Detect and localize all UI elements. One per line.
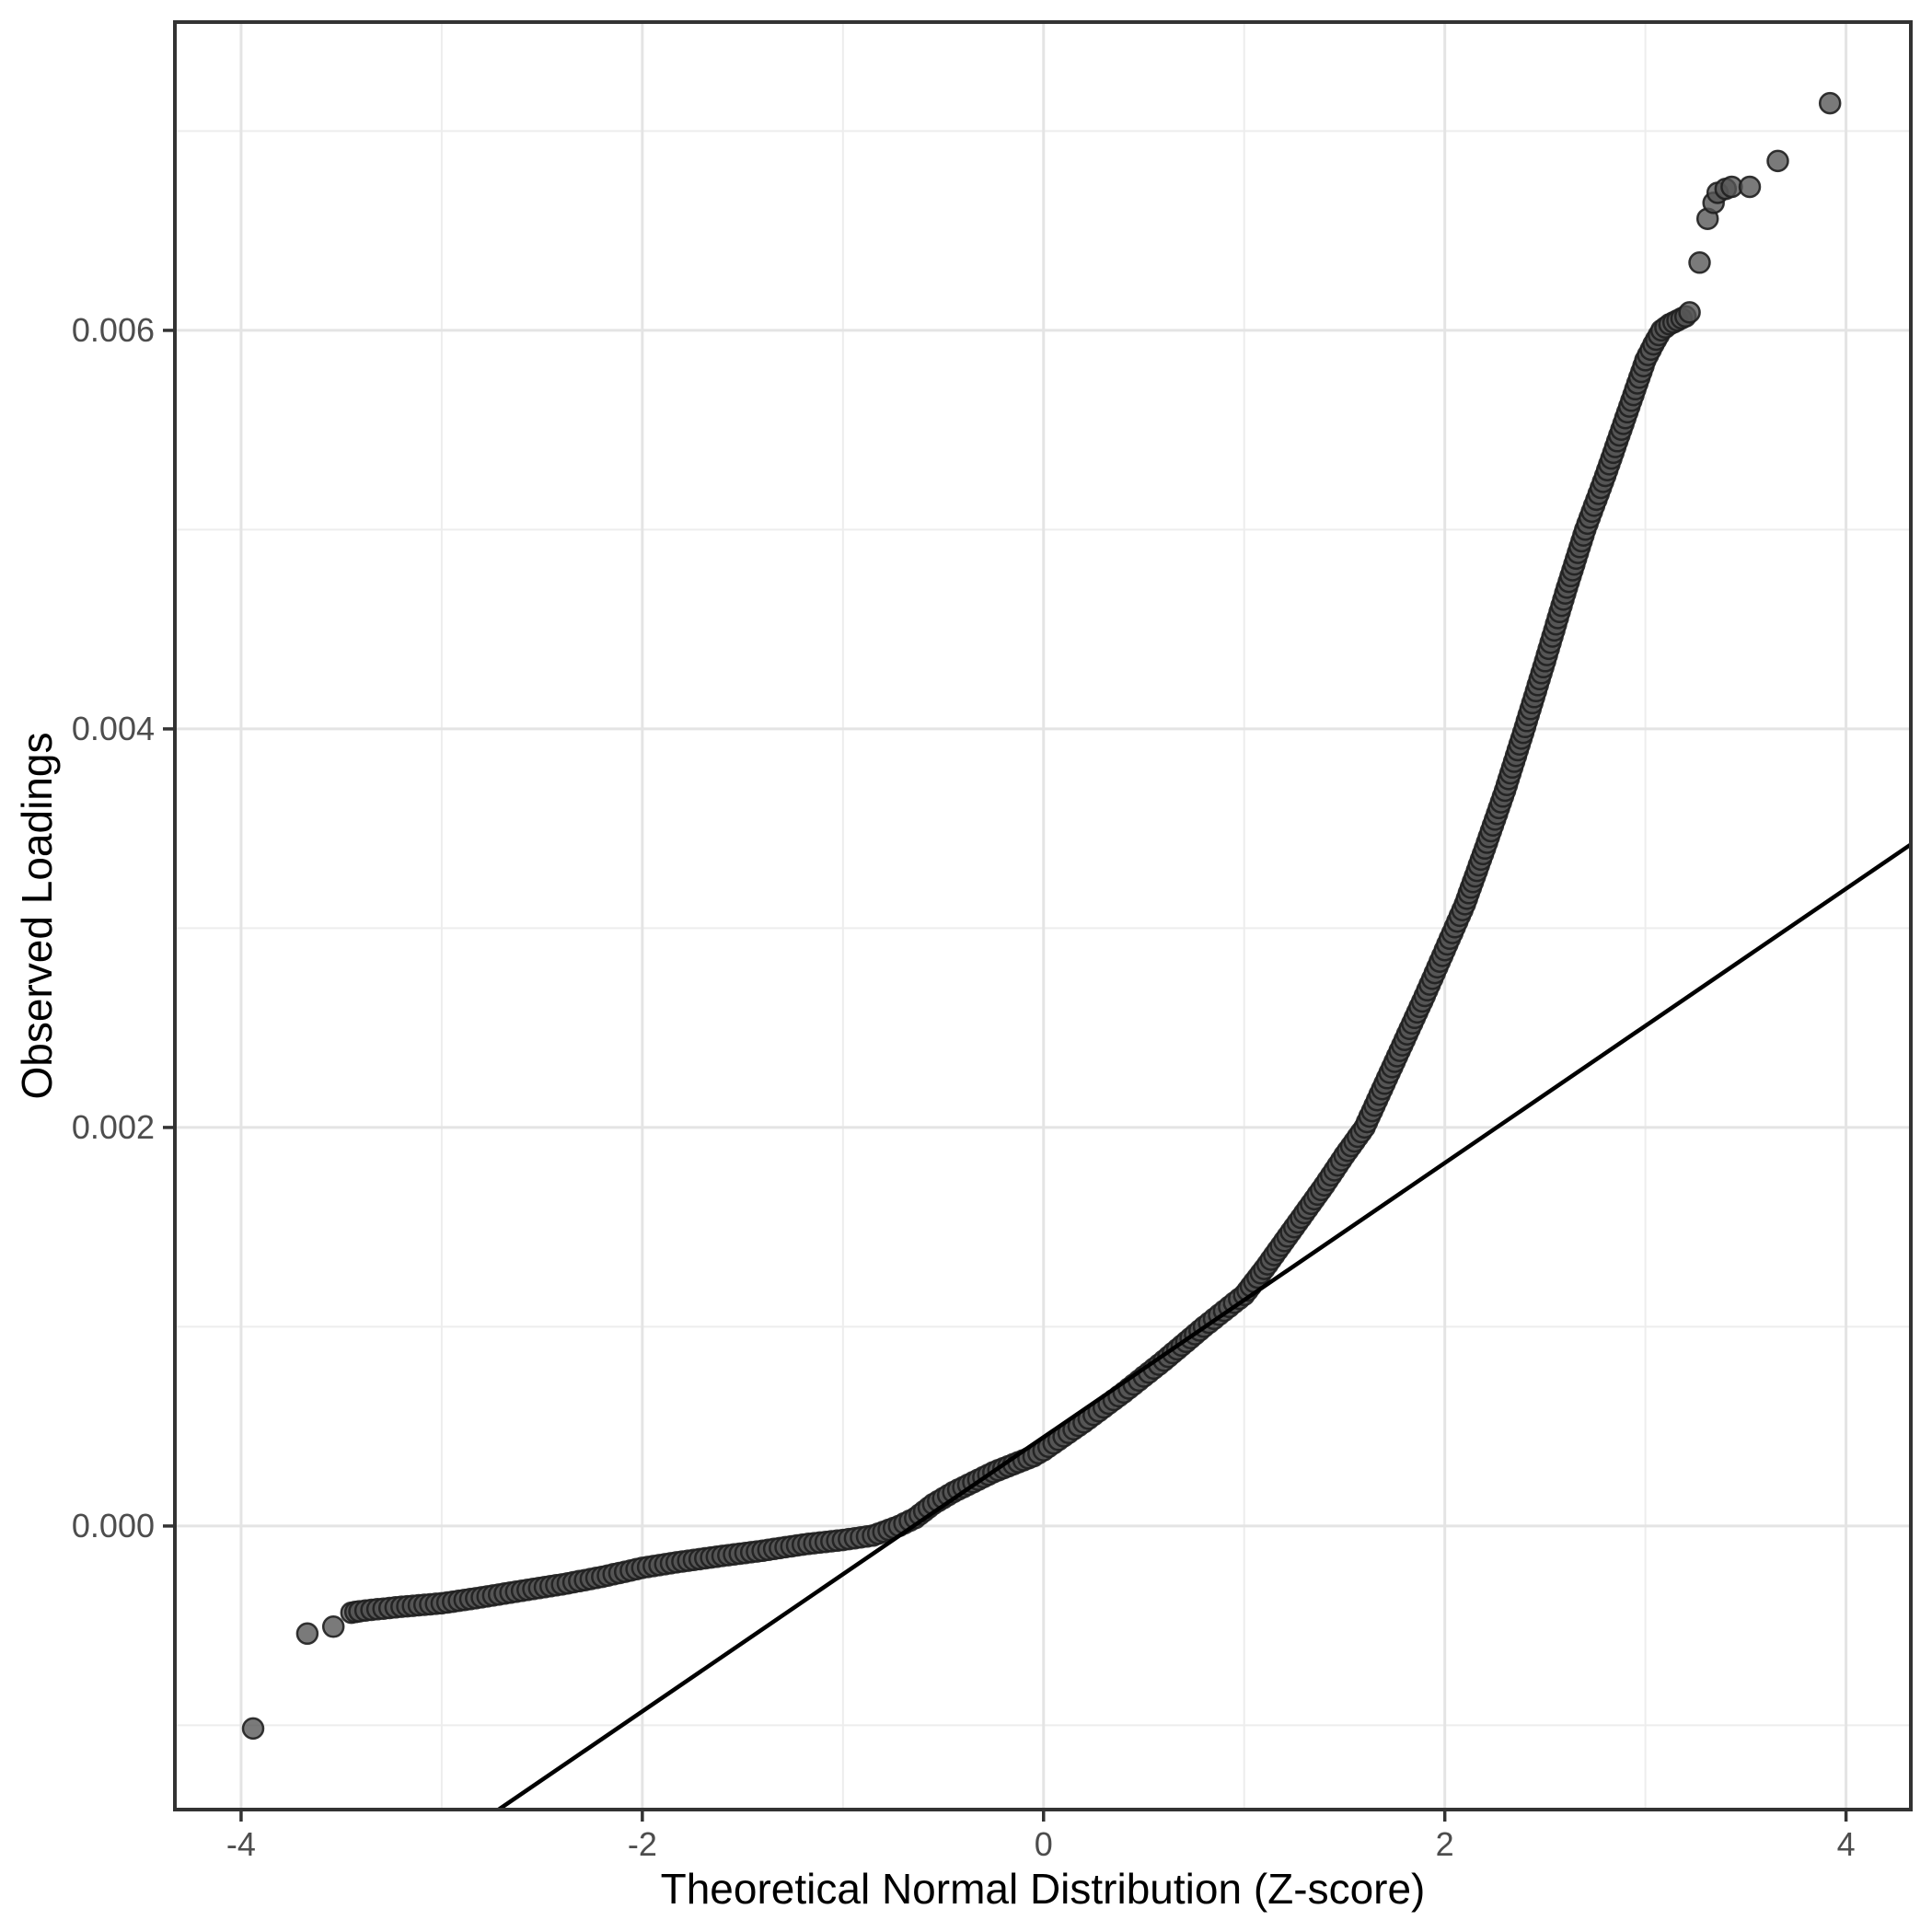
x-tick-label: 2 (1436, 1825, 1454, 1863)
qq-data-points (241, 91, 1842, 1741)
grid-major-lines (175, 22, 1911, 1810)
y-tick-label: 0.004 (72, 710, 155, 747)
y-axis-title: Observed Loadings (13, 733, 61, 1100)
axis-tick-marks (163, 329, 1848, 1822)
x-tick-label: -2 (628, 1825, 657, 1863)
y-tick-label: 0.002 (72, 1108, 155, 1146)
x-tick-label: -4 (226, 1825, 256, 1863)
y-tick-label: 0.006 (72, 311, 155, 349)
y-axis-tick-labels: 0.000 0.002 0.004 0.006 (72, 311, 155, 1544)
reference-line (497, 842, 1913, 1811)
y-tick-label: 0.000 (72, 1507, 155, 1544)
x-tick-label: 0 (1035, 1825, 1053, 1863)
x-tick-label: 4 (1837, 1825, 1856, 1863)
x-axis-title: Theoretical Normal Distribution (Z-score… (661, 1865, 1426, 1913)
x-axis-tick-labels: -4 -2 0 2 4 (226, 1825, 1856, 1863)
